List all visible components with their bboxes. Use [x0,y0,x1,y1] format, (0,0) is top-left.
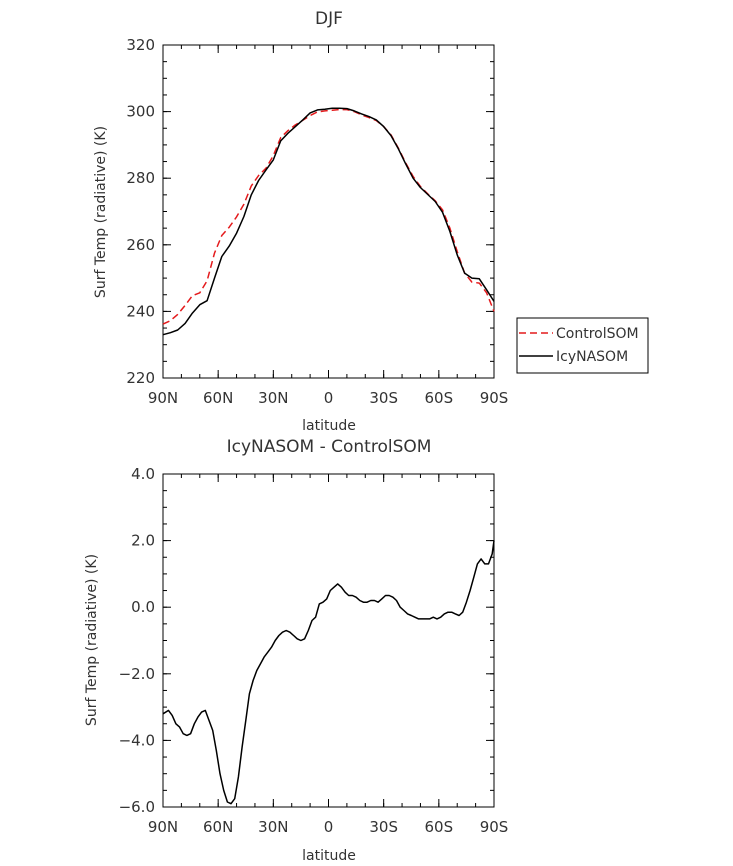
x-tick-label: 60N [203,389,233,407]
panel-difference: IcyNASOM - ControlSOM −6.0 −4.0 −2.0 0.0 2.0… [84,437,508,864]
y-axis-label-top: Surf Temp (radiative) (K) [93,126,109,298]
series-line-controlsom [162,108,495,325]
x-tick-label: 90S [480,818,509,836]
series-bottom [162,540,495,805]
ticks-top: 220 240 260 280 300 320 90N 60N 30N 0 30S 60S 90S [126,36,508,407]
y-tick-label: 300 [126,103,155,121]
chart-title-difference: IcyNASOM - ControlSOM [227,437,432,457]
y-tick-label: 280 [126,169,155,187]
x-tick-label: 90S [480,389,509,407]
x-tick-label: 60S [425,389,454,407]
legend-label-controlsom: ControlSOM [556,326,639,342]
x-tick-label: 30S [369,818,398,836]
x-axis-label-top: latitude [302,418,356,434]
x-tick-label: 0 [324,389,334,407]
y-axis-label-bottom: Surf Temp (radiative) (K) [84,554,100,726]
y-tick-label: −4.0 [119,731,155,749]
y-tick-label: 220 [126,369,155,387]
y-tick-label: 240 [126,302,155,320]
legend-label-icynasom: IcyNASOM [556,349,628,365]
y-tick-label: −6.0 [119,798,155,816]
x-tick-label: 60N [203,818,233,836]
plot-frame-top [162,44,495,379]
ticks-bottom: −6.0 −4.0 −2.0 0.0 2.0 4.0 90N 60N 30N 0 30S 60S 90S [119,465,509,836]
y-tick-label: 2.0 [131,532,155,550]
legend: ControlSOM IcyNASOM [516,317,649,374]
x-tick-label: 90N [148,389,178,407]
legend-box [516,317,649,374]
y-tick-label: −2.0 [119,665,155,683]
plot-frame-bottom [162,473,495,808]
x-tick-label: 60S [425,818,454,836]
series-line-difference [162,540,495,805]
y-tick-label: 4.0 [131,465,155,483]
x-tick-label: 30N [258,818,288,836]
panel-djf: DJF 220 240 260 280 300 320 90N 60N 30N 0 30S 60S 90… [93,9,649,434]
series-top [162,107,495,336]
y-tick-label: 0.0 [131,598,155,616]
x-tick-label: 30N [258,389,288,407]
series-line-icynasom [162,107,495,336]
y-tick-label: 320 [126,36,155,54]
x-axis-label-bottom: latitude [302,848,356,864]
chart-title-djf: DJF [315,9,343,29]
x-tick-label: 90N [148,818,178,836]
x-tick-label: 30S [369,389,398,407]
x-tick-label: 0 [324,818,334,836]
y-tick-label: 260 [126,236,155,254]
